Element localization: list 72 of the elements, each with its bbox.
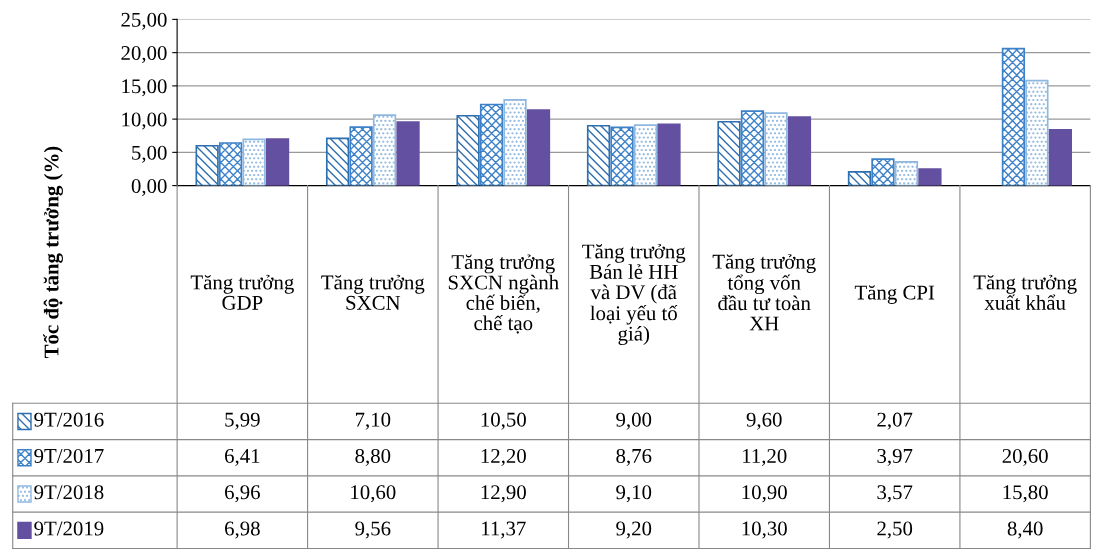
data-label: 6,41 (225, 448, 260, 466)
bar (195, 144, 219, 186)
bar (657, 123, 681, 186)
data-label: 10,50 (481, 412, 526, 430)
x-tick-label: Tăng trưởng Bán lẻ HH và DV (đã loại yếu tố giá) (582, 243, 686, 346)
data-label: 8,76 (616, 448, 652, 466)
data-label: 10,90 (742, 485, 787, 503)
bar (242, 138, 266, 186)
bar (633, 124, 658, 186)
y-tick-label: 5,00 (132, 145, 167, 163)
data-label: 15,80 (1003, 485, 1048, 503)
bar (586, 124, 611, 186)
x-tick-label: Tăng trưởng tổng vốn đầu tư toàn XH (712, 254, 816, 331)
y-tick-label: 25,00 (121, 12, 167, 30)
bar (717, 120, 741, 186)
data-label: 7,10 (355, 412, 391, 430)
data-label: 12,20 (481, 448, 526, 466)
y-tick-label: 0,00 (131, 178, 167, 197)
bar (349, 126, 373, 186)
x-tick-label: Tăng trưởng GDP (190, 274, 294, 310)
data-label: 12,90 (481, 485, 526, 503)
bar (1025, 79, 1049, 186)
x-tick-label: Tăng trưởng SXCN ngành chế biến, chế tạo (448, 254, 559, 334)
bar (740, 110, 765, 186)
data-label: 11,37 (482, 521, 526, 539)
bar (372, 114, 397, 186)
data-label: 9,10 (616, 485, 652, 503)
data-label: 5,99 (225, 412, 260, 430)
data-label: 8,80 (355, 448, 391, 466)
data-label: 11,20 (743, 448, 787, 466)
data-label: 6,96 (225, 485, 260, 503)
bar (479, 103, 504, 186)
data-label: 10,30 (742, 521, 787, 539)
bar (1001, 47, 1026, 186)
bar (894, 161, 919, 186)
bar (218, 142, 243, 186)
bar (918, 168, 942, 186)
data-label: 10,60 (351, 485, 396, 503)
data-label: 3,97 (877, 448, 913, 466)
bar (1048, 128, 1073, 186)
legend-label: 9T/2018 (34, 485, 104, 500)
data-label: 2,07 (877, 412, 913, 430)
bar (325, 137, 350, 186)
y-tick-label: 20,00 (121, 46, 167, 64)
bar (847, 170, 872, 186)
legend-label: 9T/2016 (34, 412, 104, 427)
bar (456, 114, 480, 186)
data-label: 3,57 (877, 485, 913, 503)
bar (764, 112, 788, 186)
bar (526, 109, 551, 186)
data-label: 2,50 (877, 521, 913, 539)
y-tick-label: 15,00 (122, 79, 167, 97)
data-label: 8,40 (1007, 521, 1043, 539)
y-tick-label: 10,00 (122, 112, 167, 130)
x-tick-label: Tăng trưởng SXCN (321, 274, 425, 310)
data-label: 9,00 (616, 412, 652, 430)
x-tick-label: Tăng CPI (854, 285, 935, 304)
bar (871, 158, 895, 186)
data-label: 6,98 (225, 521, 260, 539)
x-tick-label: Tăng trưởng xuất khẩu (973, 274, 1077, 310)
y-axis-title: Tốc độ tăng trưởng (%) (43, 146, 63, 359)
bar (265, 138, 290, 186)
bar (610, 126, 634, 186)
legend-label: 9T/2019 (34, 521, 104, 536)
bar (503, 98, 527, 186)
legend-label: 9T/2017 (34, 448, 104, 463)
data-label: 9,60 (746, 412, 782, 430)
data-label: 9,56 (355, 521, 391, 539)
bar (396, 121, 420, 186)
data-label: 20,60 (1002, 448, 1048, 466)
bar (787, 116, 812, 186)
data-label: 9,20 (616, 521, 652, 539)
